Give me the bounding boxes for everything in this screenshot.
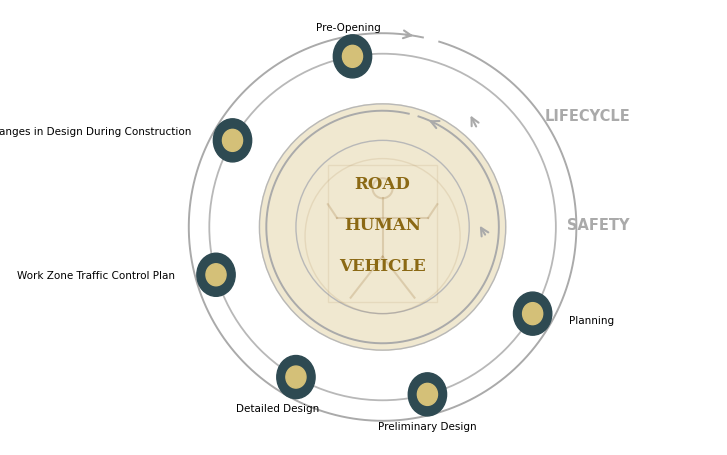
Text: Work Zone Traffic Control Plan: Work Zone Traffic Control Plan <box>17 270 175 280</box>
Text: SAFETY: SAFETY <box>567 218 630 233</box>
Ellipse shape <box>417 384 438 405</box>
Text: Detailed Design: Detailed Design <box>236 403 319 413</box>
Text: Pre-Opening: Pre-Opening <box>316 23 380 33</box>
Text: Planning: Planning <box>569 316 614 326</box>
Ellipse shape <box>213 120 252 162</box>
Circle shape <box>260 105 506 350</box>
Text: LIFECYCLE: LIFECYCLE <box>545 109 630 123</box>
Ellipse shape <box>286 366 306 388</box>
Ellipse shape <box>523 303 542 325</box>
Text: ROAD: ROAD <box>355 176 411 193</box>
Ellipse shape <box>409 373 446 416</box>
Text: VEHICLE: VEHICLE <box>340 258 426 275</box>
Text: Changes in Design During Construction: Changes in Design During Construction <box>0 127 191 137</box>
Ellipse shape <box>513 293 552 335</box>
Ellipse shape <box>277 356 315 399</box>
Ellipse shape <box>197 253 235 297</box>
Ellipse shape <box>334 36 371 79</box>
Ellipse shape <box>222 130 243 152</box>
Text: HUMAN: HUMAN <box>344 217 421 234</box>
Text: Preliminary Design: Preliminary Design <box>378 421 477 431</box>
Ellipse shape <box>342 46 363 68</box>
Ellipse shape <box>206 264 226 286</box>
